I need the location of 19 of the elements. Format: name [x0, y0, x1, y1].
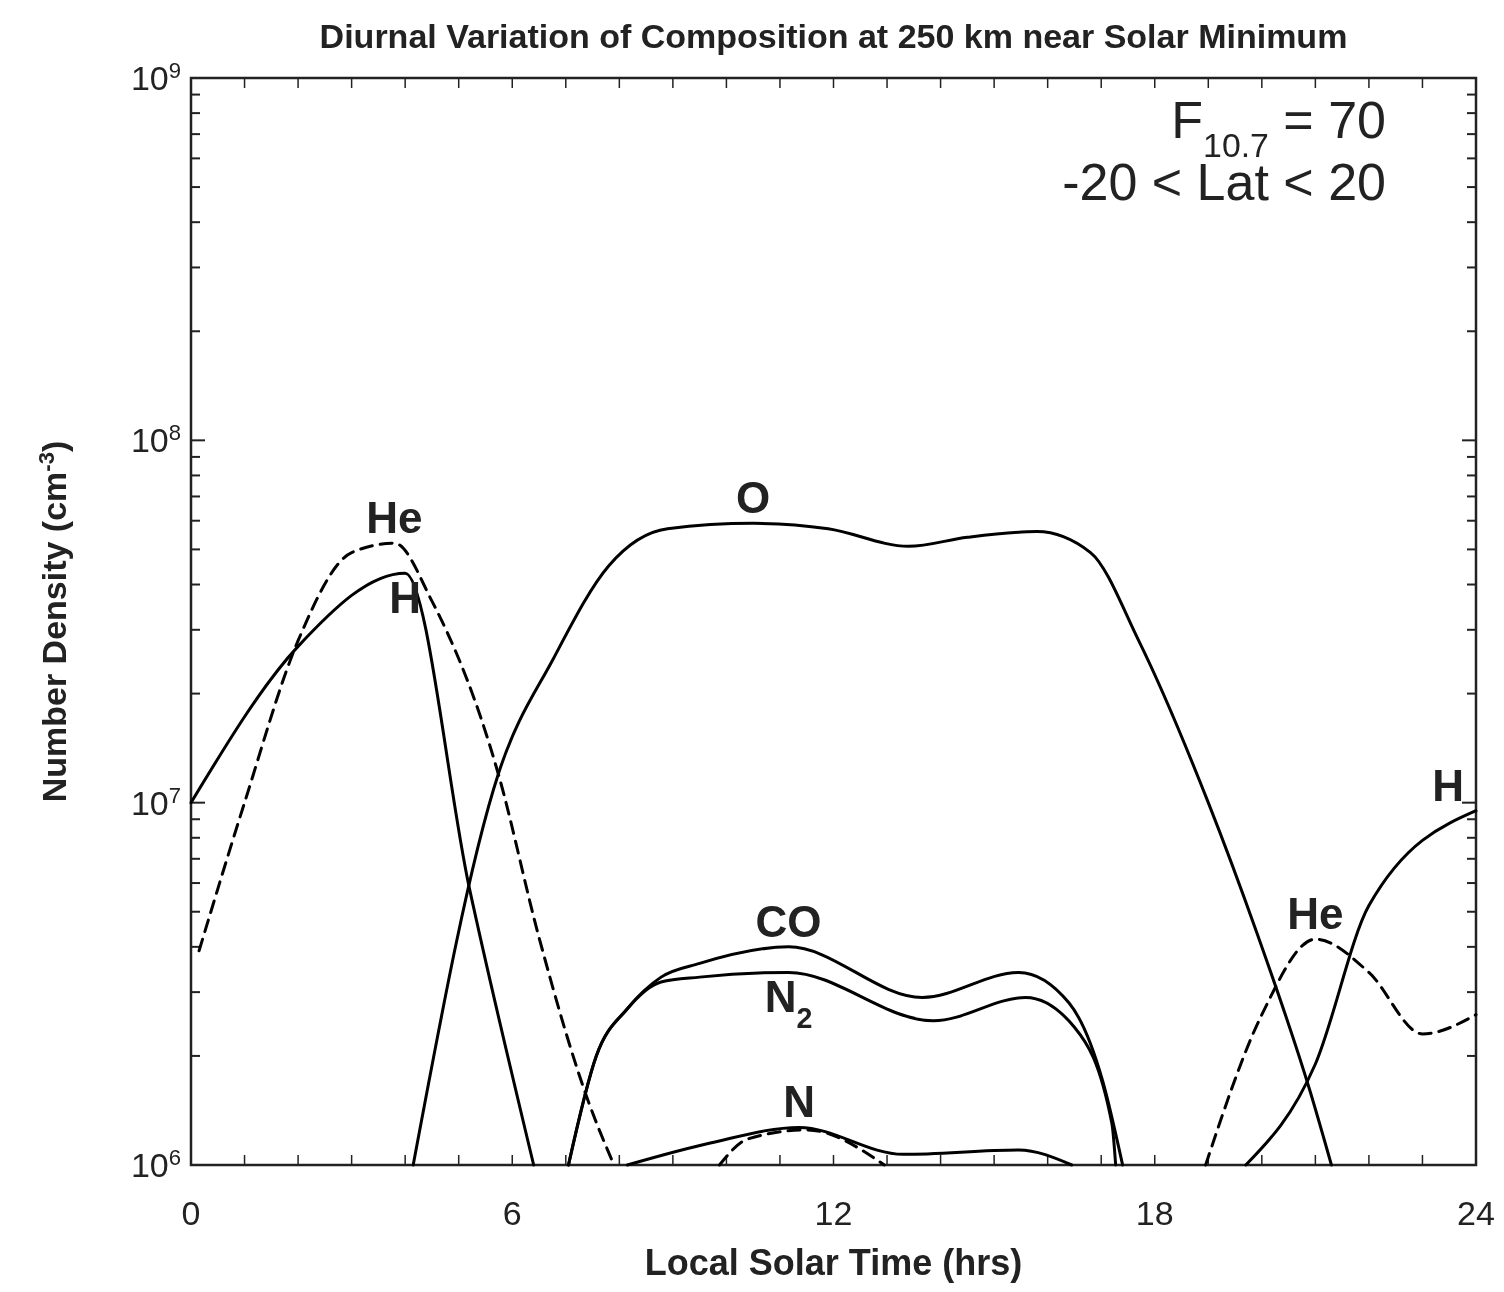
x-tick-label: 0 [181, 1194, 201, 1232]
x-tick-label: 18 [1135, 1194, 1174, 1232]
x-tick-label: 12 [814, 1194, 853, 1232]
series-label: O [736, 473, 771, 523]
series-label: N$_{2}$ [764, 972, 813, 1035]
series-label: N [783, 1077, 816, 1127]
y-tick-label: 10$^{9}$ [130, 57, 181, 97]
series-label: H [1432, 760, 1464, 810]
x-tick-label: 24 [1457, 1194, 1495, 1232]
x-axis-title: Local Solar Time (hrs) [644, 1242, 1023, 1283]
chart-title: Diurnal Variation of Composition at 250 km near Solar Minimum [319, 17, 1348, 55]
series-label: He [1287, 889, 1344, 939]
series-label: CO [755, 896, 822, 946]
series-label: He [366, 493, 423, 543]
y-tick-label: 10$^{6}$ [130, 1144, 181, 1184]
y-tick-label: 10$^{8}$ [130, 419, 181, 460]
y-tick-label: 10$^{7}$ [130, 782, 181, 822]
series-label: H [389, 573, 422, 623]
x-tick-label: 6 [502, 1194, 522, 1232]
